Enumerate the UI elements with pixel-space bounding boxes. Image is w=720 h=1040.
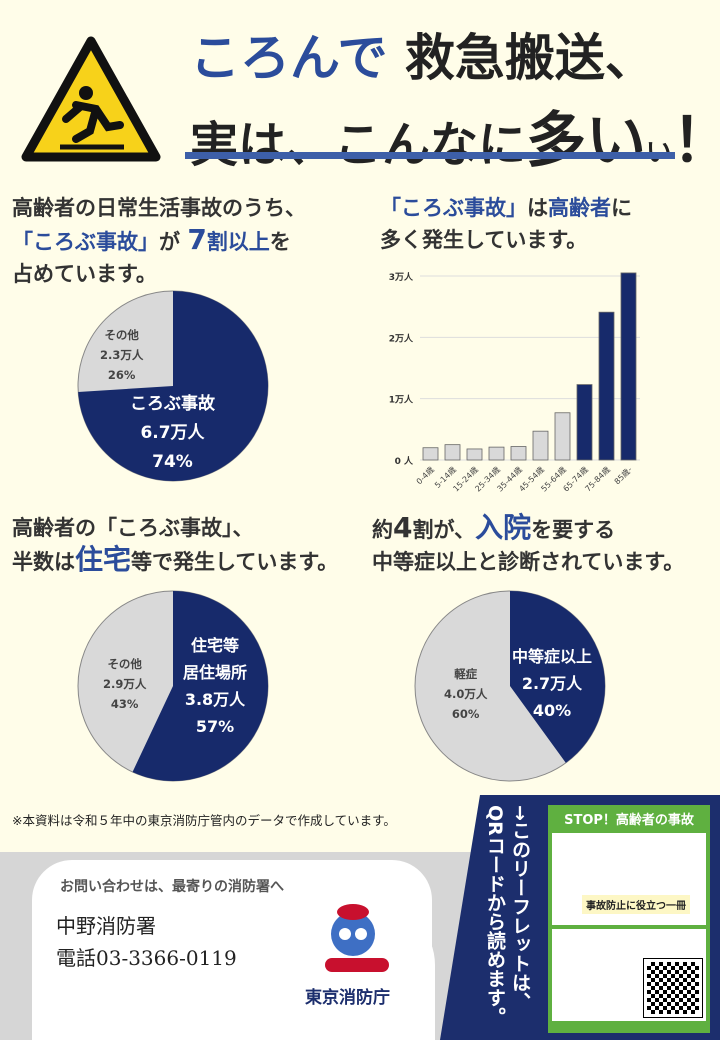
y-tick-label: 1万人 [389, 394, 414, 406]
headline-line2: 実は、こんなに多いい！ [190, 106, 720, 176]
mascot-icon [325, 904, 389, 972]
headline-line1: ころんで 救急搬送、 [190, 29, 655, 87]
pie2-other-label: その他 2.9万人 43% [103, 657, 147, 711]
bar-5-14歳 [444, 444, 461, 461]
bar-65-74歳 [576, 384, 593, 461]
bar-75-84歳 [598, 311, 615, 461]
pie1-other-label: その他 2.3万人 26% [100, 328, 144, 382]
bar-15-24歳 [466, 448, 483, 461]
pie3-slice-main [510, 591, 605, 763]
org-name: 東京消防庁 [305, 988, 390, 1008]
leaflet-cover[interactable]: STOP！高齢者の事故 事故防止に役立つ一冊 [548, 805, 710, 1033]
pie3-minor-label: 軽症 4.0万人 60% [444, 667, 488, 721]
warning-slip-icon [21, 36, 161, 162]
bar-55-64歳 [554, 412, 571, 461]
section2-text: 「ころぶ事故」は高齢者に 多く発生しています。 [380, 196, 632, 252]
contact-lead: お問い合わせは、最寄りの消防署へ [60, 879, 284, 895]
pie1-slice-main [78, 291, 269, 481]
y-tick-label: 2万人 [389, 332, 414, 344]
pie2-main-label: 住宅等 居住場所 3.8万人 57% [183, 636, 248, 736]
headline-underline [185, 152, 675, 159]
x-tick-label: 85歳- [612, 464, 634, 486]
bar-85歳- [620, 272, 637, 461]
leaflet-title: STOP！高齢者の事故 [564, 813, 694, 828]
section1-text: 高齢者の日常生活事故のうち、 「ころぶ事故」が 7割以上を 占めています。 [12, 196, 306, 286]
bar-45-54歳 [532, 430, 549, 461]
phone-number: 電話03-3366-0119 [56, 946, 237, 970]
charts-layer: 0 人1万人2万人3万人0-4歳5-14歳15-24歳25-34歳35-44歳4… [77, 271, 640, 782]
contact-info: 中野消防署 電話03-3366-0119 [56, 910, 237, 974]
bar-0-4歳 [422, 447, 439, 461]
y-tick-label: 0 人 [395, 455, 414, 467]
section4-text: 約4割が、入院を要する 中等症以上と診断されています。 [372, 511, 685, 575]
pie1-main-label: ころぶ事故 6.7万人 74% [130, 394, 215, 472]
footnote: ※本資料は令和５年中の東京消防庁管内のデータで作成しています。 [12, 813, 396, 828]
qr-code[interactable] [643, 958, 703, 1018]
pie3-main-label: 中等症以上 2.7万人 40% [512, 647, 593, 720]
bar-35-44歳 [510, 446, 527, 461]
pie2-slice-main [132, 591, 268, 782]
y-tick-label: 3万人 [389, 271, 414, 283]
qr-caption: →このリーフレットは、QRコードから読めます。 [484, 805, 531, 1026]
leaflet-illustration-2 [552, 929, 706, 1021]
bar-25-34歳 [488, 446, 505, 461]
section3-text: 高齢者の「ころぶ事故」、 半数は住宅等で発生しています。 [12, 516, 339, 576]
leaflet-illustration-1: 事故防止に役立つ一冊 [552, 833, 706, 925]
